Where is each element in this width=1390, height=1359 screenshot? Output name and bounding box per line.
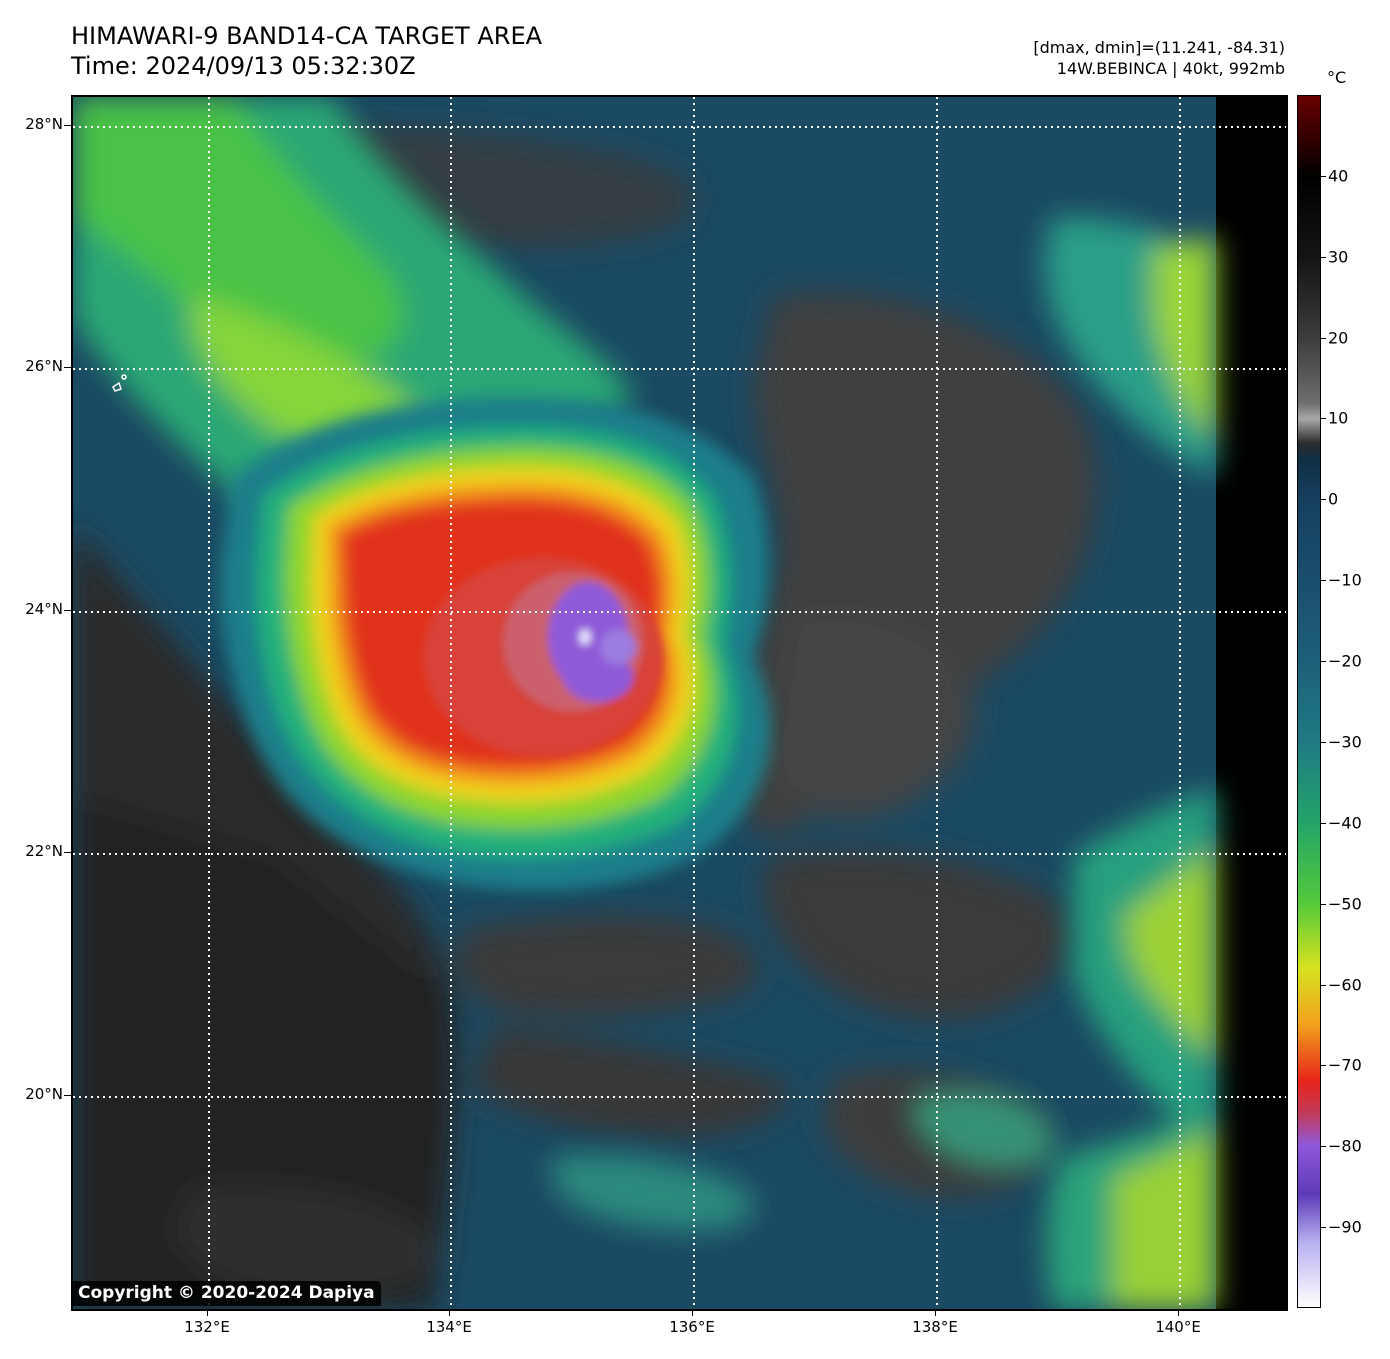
data-range-text: [dmax, dmin]=(11.241, -84.31) bbox=[1033, 38, 1285, 57]
colorbar-label: −10 bbox=[1328, 570, 1362, 590]
colorbar-tick bbox=[1321, 822, 1326, 824]
tick-20n bbox=[64, 1095, 71, 1096]
lat-label-24n: 24°N bbox=[25, 600, 63, 618]
lon-label-132e: 132°E bbox=[184, 1318, 230, 1336]
colorbar-label: 20 bbox=[1328, 328, 1349, 348]
tick-134e bbox=[449, 1309, 450, 1316]
colorbar-tick bbox=[1321, 984, 1326, 986]
colorbar-label: 30 bbox=[1328, 247, 1349, 267]
colorbar-tick bbox=[1321, 418, 1326, 420]
colorbar-label: 0 bbox=[1328, 489, 1339, 509]
lat-label-28n: 28°N bbox=[25, 115, 63, 133]
lon-label-138e: 138°E bbox=[912, 1318, 958, 1336]
cirrus-shield bbox=[73, 97, 1216, 1309]
figure-time: Time: 2024/09/13 05:32:30Z bbox=[71, 52, 416, 80]
colorbar-tick bbox=[1321, 741, 1326, 743]
satellite-image-map bbox=[71, 95, 1288, 1311]
colorbar-label: −70 bbox=[1328, 1055, 1362, 1075]
colorbar bbox=[1297, 95, 1321, 1308]
colorbar-label: 40 bbox=[1328, 166, 1349, 186]
storm-info-text: 14W.BEBINCA | 40kt, 992mb bbox=[1056, 59, 1285, 78]
lon-label-134e: 134°E bbox=[426, 1318, 472, 1336]
lat-label-22n: 22°N bbox=[25, 842, 63, 860]
colorbar-tick bbox=[1321, 1227, 1326, 1229]
colorbar-tick bbox=[1321, 580, 1326, 582]
tick-136e bbox=[692, 1309, 693, 1316]
tick-140e bbox=[1178, 1309, 1179, 1316]
colorbar-label: −60 bbox=[1328, 975, 1362, 995]
lat-label-26n: 26°N bbox=[25, 357, 63, 375]
colorbar-label: −50 bbox=[1328, 894, 1362, 914]
tick-28n bbox=[64, 125, 71, 126]
colorbar-tick bbox=[1321, 337, 1326, 339]
colorbar-label: 10 bbox=[1328, 408, 1349, 428]
grid-lines bbox=[73, 97, 1286, 1309]
colorbar-tick bbox=[1321, 499, 1326, 501]
colorbar-label: −90 bbox=[1328, 1217, 1362, 1237]
colorbar-label: −80 bbox=[1328, 1136, 1362, 1156]
lat-label-20n: 20°N bbox=[25, 1085, 63, 1103]
colorbar-label: −40 bbox=[1328, 813, 1362, 833]
lon-label-136e: 136°E bbox=[669, 1318, 715, 1336]
colorbar-tick bbox=[1321, 1065, 1326, 1067]
convective-core bbox=[423, 557, 663, 757]
island-outline bbox=[112, 374, 127, 392]
colorbar-tick bbox=[1321, 903, 1326, 905]
clear-sky-areas bbox=[73, 126, 1097, 1309]
tick-24n bbox=[64, 610, 71, 611]
colorbar-tick bbox=[1321, 1146, 1326, 1148]
copyright-notice: Copyright © 2020-2024 Dapiya bbox=[72, 1281, 381, 1306]
colorbar-unit: °C bbox=[1327, 68, 1347, 87]
colorbar-label: −30 bbox=[1328, 732, 1362, 752]
tick-138e bbox=[935, 1309, 936, 1316]
lon-label-140e: 140°E bbox=[1155, 1318, 1201, 1336]
figure-title: HIMAWARI-9 BAND14-CA TARGET AREA bbox=[71, 22, 543, 50]
colorbar-label: −20 bbox=[1328, 651, 1362, 671]
colorbar-tick bbox=[1321, 175, 1326, 177]
tick-132e bbox=[207, 1309, 208, 1316]
tick-26n bbox=[64, 367, 71, 368]
tick-22n bbox=[64, 852, 71, 853]
colorbar-tick bbox=[1321, 256, 1326, 258]
colorbar-tick bbox=[1321, 661, 1326, 663]
